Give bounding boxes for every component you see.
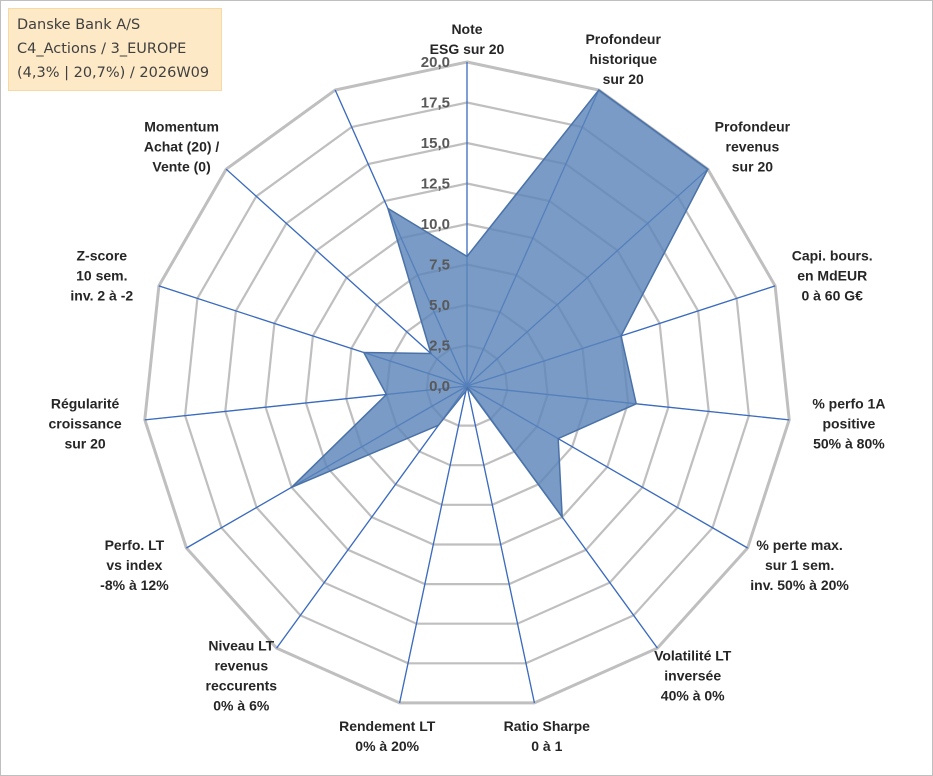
axis-label-line: Rendement LT xyxy=(339,718,436,734)
radial-tick-label: 17,5 xyxy=(421,95,450,112)
axis-label-line: revenus xyxy=(726,139,780,155)
axis-label-line: Momentum xyxy=(144,119,219,135)
radial-tick-label: 15,0 xyxy=(421,135,450,152)
axis-label-line: -8% à 12% xyxy=(100,577,169,593)
axis-label-line: % perfo 1A xyxy=(812,395,885,411)
axis-label: Rendement LT 0% à 20% xyxy=(339,718,436,754)
axis-label-line: Volatilité LT xyxy=(654,648,732,664)
axis-label-line: 40% à 0% xyxy=(661,688,725,704)
axis-label-line: Niveau LT xyxy=(208,638,274,654)
axis-label-line: Régularité xyxy=(51,395,120,411)
axis-label: Note ESG sur 20 xyxy=(430,21,505,57)
axis-label: Z-score 10 sem. inv. 2 à -2 xyxy=(70,247,133,303)
axis-label: % perte max. sur 1 sem. inv. 50% à 20% xyxy=(750,537,849,593)
axis-label-line: inv. 2 à -2 xyxy=(70,287,133,303)
axis-spoke-overlay xyxy=(399,385,468,704)
axis-label-line: sur 20 xyxy=(732,159,773,175)
axis-label-line: positive xyxy=(822,415,875,431)
data-series-area xyxy=(291,88,709,520)
grid-ring xyxy=(224,141,710,625)
grid-ring xyxy=(143,60,791,705)
axis-label-line: Z-score xyxy=(77,247,128,263)
radial-tick-label: 12,5 xyxy=(421,176,450,193)
axis-label-line: 10 sem. xyxy=(76,267,127,283)
axis-label: Niveau LT revenus reccurents 0% à 6% xyxy=(206,638,278,714)
radial-tick-labels: 0,0 2,5 5,0 7,5 10,0 12,5 15,0 17,5 20,0 xyxy=(421,54,450,395)
axis-label-line: inversée xyxy=(664,668,721,684)
axis-label-line: reccurents xyxy=(206,678,278,694)
axis-label-line: 0% à 20% xyxy=(355,738,419,754)
axis-label-line: revenus xyxy=(214,658,268,674)
radial-tick-label: 5,0 xyxy=(429,297,450,314)
axis-label-line: Note xyxy=(451,21,482,37)
axis-labels: Note ESG sur 20 Profondeur historique sur 20… xyxy=(49,21,886,754)
axis-label: Perfo. LT vs index -8% à 12% xyxy=(100,537,169,593)
axis-label-line: 50% à 80% xyxy=(813,435,885,451)
axis-label: Capi. bours. en MdEUR 0 à 60 G€ xyxy=(792,247,873,303)
axis-spoke-overlay xyxy=(225,168,468,387)
title-line-category: C4_Actions / 3_EUROPE xyxy=(17,41,187,57)
axis-label-line: croissance xyxy=(49,415,122,431)
axis-label-line: Profondeur xyxy=(715,119,791,135)
axis-label-line: % perte max. xyxy=(756,537,842,553)
radial-tick-label: 10,0 xyxy=(421,216,450,233)
axis-label-line: ESG sur 20 xyxy=(430,41,505,57)
axis-label: % perfo 1A positive 50% à 80% xyxy=(812,395,885,451)
axis-label-line: sur 1 sem. xyxy=(765,557,834,573)
axis-label-line: sur 20 xyxy=(603,71,644,87)
title-box: Danske Bank A/S C4_Actions / 3_EUROPE (4… xyxy=(8,8,222,91)
radial-tick-label: 7,5 xyxy=(429,257,450,274)
axis-label-line: historique xyxy=(589,51,657,67)
data-area xyxy=(291,88,709,520)
axis-label-line: Capi. bours. xyxy=(792,247,873,263)
axis-label: Volatilité LT inversée 40% à 0% xyxy=(654,648,732,704)
axis-label-line: 0 à 60 G€ xyxy=(801,287,863,303)
axis-label-line: 0% à 6% xyxy=(213,698,270,714)
axis-label-line: Perfo. LT xyxy=(105,537,165,553)
axis-label-line: Profondeur xyxy=(585,31,661,47)
axis-label-line: Achat (20) / xyxy=(144,139,220,155)
axis-label-line: en MdEUR xyxy=(797,267,867,283)
radial-tick-label: 20,0 xyxy=(421,54,450,71)
axis-label-line: 0 à 1 xyxy=(531,738,562,754)
axis-label-line: sur 20 xyxy=(64,435,105,451)
axis-label-line: Vente (0) xyxy=(152,159,210,175)
grid-ring xyxy=(183,101,751,665)
radial-tick-label: 0,0 xyxy=(429,378,450,395)
axis-label: Ratio Sharpe 0 à 1 xyxy=(504,718,591,754)
title-line-company: Danske Bank A/S xyxy=(17,17,141,33)
axis-label: Momentum Achat (20) / Vente (0) xyxy=(144,119,220,175)
axis-label: Régularité croissance sur 20 xyxy=(49,395,122,451)
axis-label: Profondeur revenus sur 20 xyxy=(715,119,791,175)
axis-label-line: vs index xyxy=(106,557,162,573)
axis-label-line: Ratio Sharpe xyxy=(504,718,591,734)
radial-tick-label: 2,5 xyxy=(429,338,450,355)
title-line-stats: (4,3% | 20,7%) / 2026W09 xyxy=(17,65,210,81)
axis-spoke-overlay xyxy=(466,385,535,704)
axis-label-line: inv. 50% à 20% xyxy=(750,577,849,593)
axis-label: Profondeur historique sur 20 xyxy=(585,31,661,87)
axis-spoke-overlay xyxy=(276,385,468,649)
